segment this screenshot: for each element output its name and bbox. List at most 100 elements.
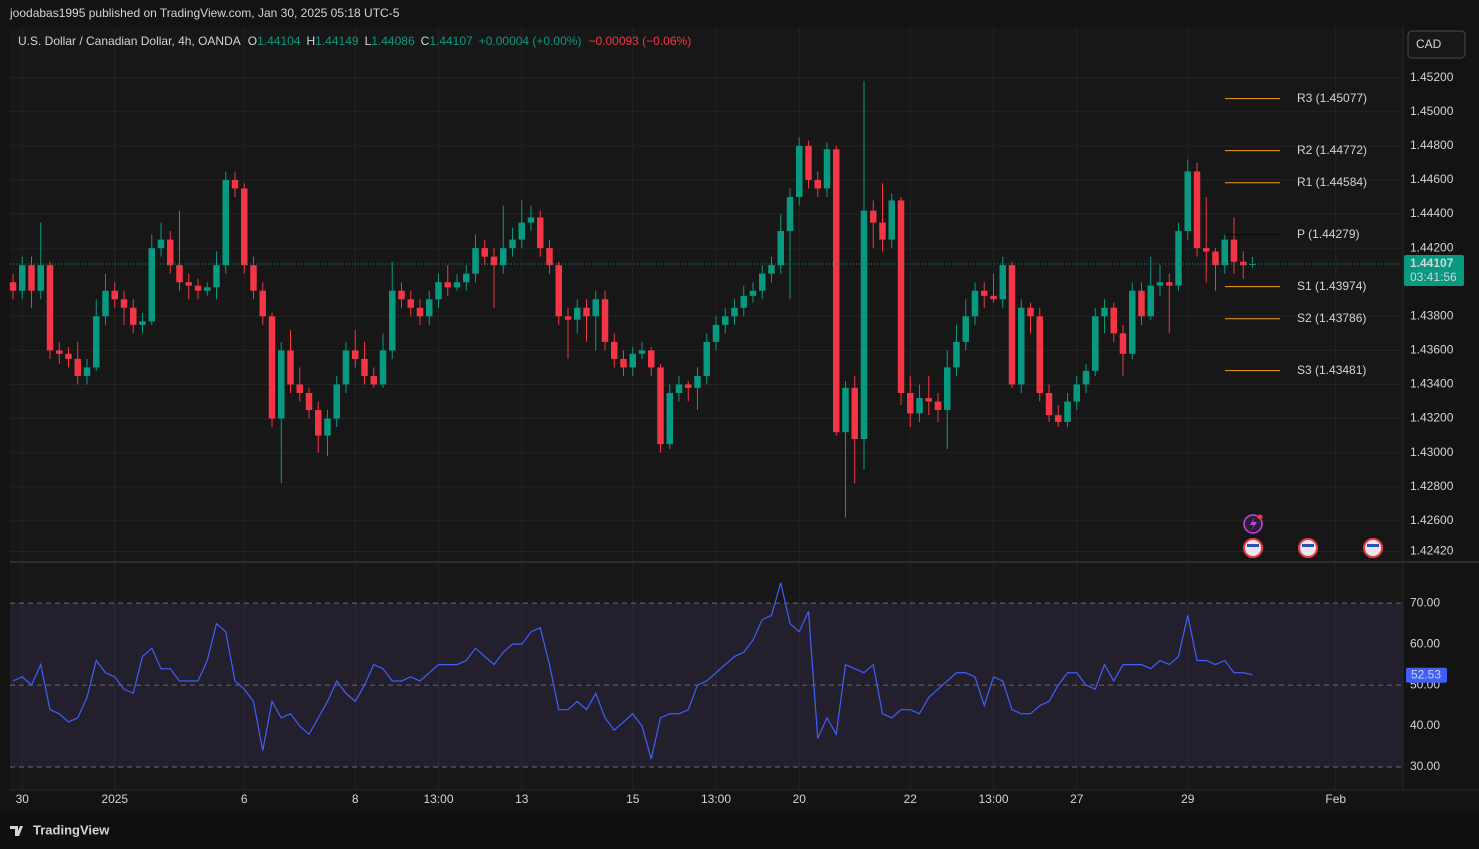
candle-body <box>842 387 849 433</box>
us-event-icon[interactable] <box>1363 538 1383 558</box>
candle-body <box>712 324 720 342</box>
candle-body <box>278 350 285 419</box>
y-tick-label: 60.00 <box>1410 636 1440 650</box>
candle-body <box>416 307 424 317</box>
candle-body <box>833 149 840 433</box>
candle-body <box>333 384 340 419</box>
candle-body <box>444 282 451 288</box>
candle-body <box>342 350 350 385</box>
y-tick-label: 1.42800 <box>1410 479 1454 493</box>
candle-body <box>953 341 960 368</box>
candle-body <box>1203 248 1210 252</box>
candle-body <box>74 358 81 376</box>
event-dot <box>1257 514 1263 520</box>
candle-body <box>999 265 1006 300</box>
logo: TradingView <box>10 822 110 837</box>
candle-body <box>1045 392 1053 416</box>
candle-body <box>28 265 35 291</box>
legend: U.S. Dollar / Canadian Dollar, 4h, OANDA… <box>18 34 691 48</box>
candle-body <box>250 265 257 291</box>
y-tick-label: 1.44600 <box>1410 172 1454 186</box>
x-tick-label: 2025 <box>101 792 128 806</box>
logo-mark <box>10 826 23 836</box>
currency-button[interactable] <box>1407 30 1466 59</box>
candle-body <box>675 384 683 393</box>
candle-body <box>703 341 710 376</box>
x-tick-label: 13 <box>515 792 529 806</box>
candle-body <box>1129 290 1136 354</box>
candle-body <box>1018 307 1025 385</box>
candle-body <box>1092 316 1099 371</box>
candle-body <box>1138 290 1145 317</box>
pivot-label: S1 (1.43974) <box>1297 279 1366 293</box>
x-tick-label: 30 <box>16 792 30 806</box>
candle-body <box>83 367 91 376</box>
candle-body <box>583 307 590 317</box>
candle-body <box>111 290 118 300</box>
candle-body <box>167 239 174 266</box>
candle-body <box>657 367 664 445</box>
candle-body <box>694 375 701 388</box>
candle-body <box>1175 231 1182 286</box>
candle-body <box>65 353 72 359</box>
candle-body <box>204 287 211 291</box>
candle-body <box>666 392 673 445</box>
candle-body <box>398 290 405 300</box>
rsi-line <box>12 582 1253 760</box>
candle-body <box>379 350 387 385</box>
y-tick-label: 1.43400 <box>1410 377 1454 391</box>
candle-body <box>1027 307 1034 317</box>
candle-body <box>9 282 17 291</box>
open-value: 1.44104 <box>257 34 301 48</box>
ohlc-letter: O <box>248 34 257 48</box>
candle-body <box>1082 370 1090 385</box>
candle-body <box>1147 285 1154 317</box>
price-label: 1.44107 <box>1410 256 1454 270</box>
x-tick-label: 8 <box>352 792 359 806</box>
candle-body <box>870 210 877 223</box>
candle-body <box>222 179 229 266</box>
x-tick-label: 29 <box>1181 792 1195 806</box>
candle-body <box>37 265 44 291</box>
candle-body <box>685 384 692 388</box>
y-tick-label: 1.44800 <box>1410 138 1454 152</box>
candle-body <box>352 350 359 359</box>
candle-body <box>759 273 766 291</box>
x-tick-label: 13:00 <box>423 792 453 806</box>
y-tick-label: 1.43600 <box>1410 343 1454 357</box>
y-tick-label: 30.00 <box>1410 759 1440 773</box>
x-tick-label: 15 <box>626 792 640 806</box>
currency-label[interactable]: CAD <box>1416 37 1442 51</box>
candle-body <box>805 145 812 180</box>
candle-body <box>1110 307 1117 334</box>
candle-body <box>305 392 313 411</box>
candle-body <box>296 384 303 393</box>
flag-stripe <box>1302 544 1314 547</box>
candle-body <box>56 350 63 354</box>
x-tick-label: 27 <box>1070 792 1084 806</box>
candle-body <box>1193 171 1201 249</box>
candle-body <box>537 217 544 249</box>
candle-body <box>925 398 932 402</box>
us-event-icon[interactable] <box>1298 538 1318 558</box>
flag-stripe <box>1367 544 1379 547</box>
footer-bar <box>0 812 1479 849</box>
candle-body <box>916 398 923 414</box>
candle-body <box>1156 282 1164 286</box>
candle-body <box>648 350 655 368</box>
us-event-icon[interactable] <box>1243 538 1263 558</box>
candle-body <box>463 273 470 283</box>
x-tick-label: Feb <box>1325 792 1346 806</box>
candle-body <box>546 248 553 266</box>
candle-body <box>148 248 155 322</box>
candle-body <box>259 290 266 317</box>
candle-body <box>1101 307 1108 317</box>
pivot-label: R1 (1.44584) <box>1297 175 1367 189</box>
candle-body <box>786 197 794 232</box>
candle-body <box>324 418 331 436</box>
symbol-title: U.S. Dollar / Canadian Dollar, 4h, OANDA <box>18 34 241 48</box>
candle-body <box>500 248 507 266</box>
pivot-label: P (1.44279) <box>1297 227 1360 241</box>
candle-body <box>990 295 997 300</box>
